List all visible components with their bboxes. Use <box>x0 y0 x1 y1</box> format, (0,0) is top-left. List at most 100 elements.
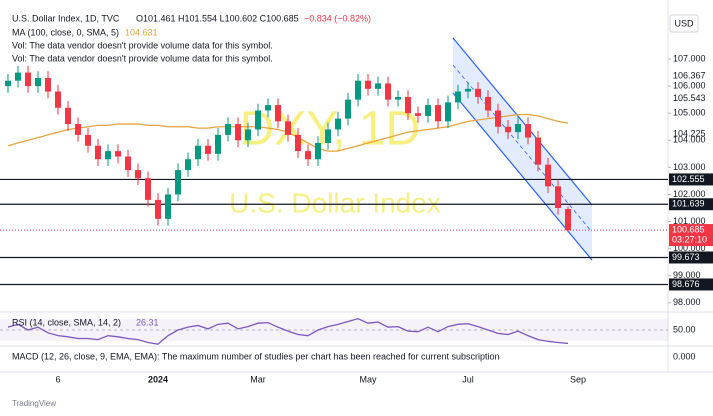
candle-body <box>285 121 291 135</box>
level-box <box>669 198 713 211</box>
candle-body <box>485 96 491 111</box>
x-tick-label: 2024 <box>148 374 168 384</box>
channel-upper <box>452 37 593 206</box>
candle-body <box>165 194 171 219</box>
candle-body <box>25 72 31 87</box>
candle-body <box>345 99 351 119</box>
y-tick-label: 101.000 <box>673 216 706 226</box>
candle-body <box>545 164 551 187</box>
price-label: 104.225 <box>673 129 706 139</box>
last-price-label: 100.685 <box>672 224 705 234</box>
candle-body <box>425 105 431 116</box>
candle-body <box>35 78 41 87</box>
macd-label: MACD (12, 26, close, 9, EMA, EMA): The m… <box>12 351 500 361</box>
candle-body <box>105 151 111 160</box>
vol-note: Vol: The data vendor doesn't provide vol… <box>12 53 273 63</box>
candle-body <box>335 118 341 130</box>
watermark: DXY, 1D <box>240 103 421 156</box>
y-tick-label: 104.000 <box>673 135 706 145</box>
candle-body <box>55 91 61 108</box>
candle-body <box>185 159 191 171</box>
candle-body <box>385 83 391 100</box>
candle-body <box>535 137 541 165</box>
y-tick-label: 106.000 <box>673 81 706 91</box>
x-tick-label: May <box>359 374 377 384</box>
candle-body <box>85 134 91 146</box>
level-label: 99.673 <box>672 252 700 262</box>
candle-body <box>435 105 441 122</box>
y-tick-label: 102.000 <box>673 189 706 199</box>
candle-body <box>95 145 101 160</box>
rsi-line <box>7 317 569 345</box>
candle-body <box>315 143 321 160</box>
candle-body <box>465 88 471 92</box>
candle-body <box>305 151 311 160</box>
y-tick-label: 103.000 <box>673 162 706 172</box>
ohlc: O101.461 H101.554 L100.602 C100.685 <box>136 13 299 23</box>
level-label: 101.639 <box>672 199 705 209</box>
candle-body <box>415 113 421 116</box>
y-tick-label: 100.000 <box>673 243 706 253</box>
candle-body <box>275 105 281 122</box>
candle-body <box>295 134 301 152</box>
candle-body <box>355 80 361 100</box>
currency-box[interactable] <box>669 14 699 33</box>
candle-body <box>455 91 461 103</box>
candle-body <box>325 129 331 143</box>
candle-body <box>395 96 401 100</box>
ma-label: MA (100, close, 0, SMA, 5) <box>12 27 119 37</box>
candle-body <box>565 209 571 231</box>
candle-body <box>255 110 261 130</box>
candle-body <box>75 124 81 135</box>
candle-body <box>65 107 71 125</box>
candle-body <box>525 124 531 138</box>
candle-body <box>115 151 121 157</box>
candle-body <box>195 145 201 160</box>
ma-value: 104.631 <box>125 27 158 37</box>
rsi-label: RSI (14, close, SMA, 14, 2) <box>12 317 121 327</box>
x-tick-label: Sep <box>570 374 586 384</box>
candle-body <box>445 102 451 122</box>
candle-body <box>475 88 481 97</box>
rsi-value: 26.31 <box>136 317 159 327</box>
candle-body <box>375 83 381 89</box>
candle-body <box>515 124 521 133</box>
level-box <box>669 251 713 264</box>
y-tick-label: 99.000 <box>673 270 701 280</box>
candle-body <box>45 78 51 92</box>
price-label: 105.543 <box>673 93 706 103</box>
macd-tick-label: 0.000 <box>673 351 696 361</box>
logo: TradingView <box>12 399 56 408</box>
candle-body <box>145 178 151 200</box>
candle-body <box>365 80 371 89</box>
candle-body <box>495 110 501 127</box>
price-label: 106.367 <box>673 71 706 81</box>
candle-body <box>555 186 561 208</box>
candle-body <box>405 96 411 114</box>
level-label: 102.555 <box>672 174 705 184</box>
currency[interactable]: USD <box>674 18 694 28</box>
candle-body <box>505 126 511 133</box>
y-tick-label: 105.000 <box>673 108 706 118</box>
change: −0.834 (−0.82%) <box>304 13 371 23</box>
rsi-tick-label: 50.00 <box>673 324 696 334</box>
y-tick-label: 98.000 <box>673 297 701 307</box>
x-tick-label: Jul <box>462 374 474 384</box>
last-price-box <box>669 224 713 247</box>
watermark-subtitle: U.S. Dollar Index <box>229 187 441 218</box>
candle-body <box>265 105 271 111</box>
level-box <box>669 278 713 291</box>
candle-body <box>15 72 21 81</box>
candle-body <box>125 156 131 171</box>
countdown: 03:27:10 <box>672 234 707 244</box>
plot-layer <box>0 65 668 345</box>
x-tick-label: Mar <box>250 374 266 384</box>
candle-body <box>135 170 141 179</box>
level-label: 98.676 <box>672 279 700 289</box>
x-tick-label: 6 <box>55 374 60 384</box>
y-tick-label: 107.000 <box>673 53 706 63</box>
vol-note: Vol: The data vendor doesn't provide vol… <box>12 40 273 50</box>
symbol: U.S. Dollar Index, 1D, TVC <box>12 13 120 23</box>
candle-body <box>155 199 161 219</box>
